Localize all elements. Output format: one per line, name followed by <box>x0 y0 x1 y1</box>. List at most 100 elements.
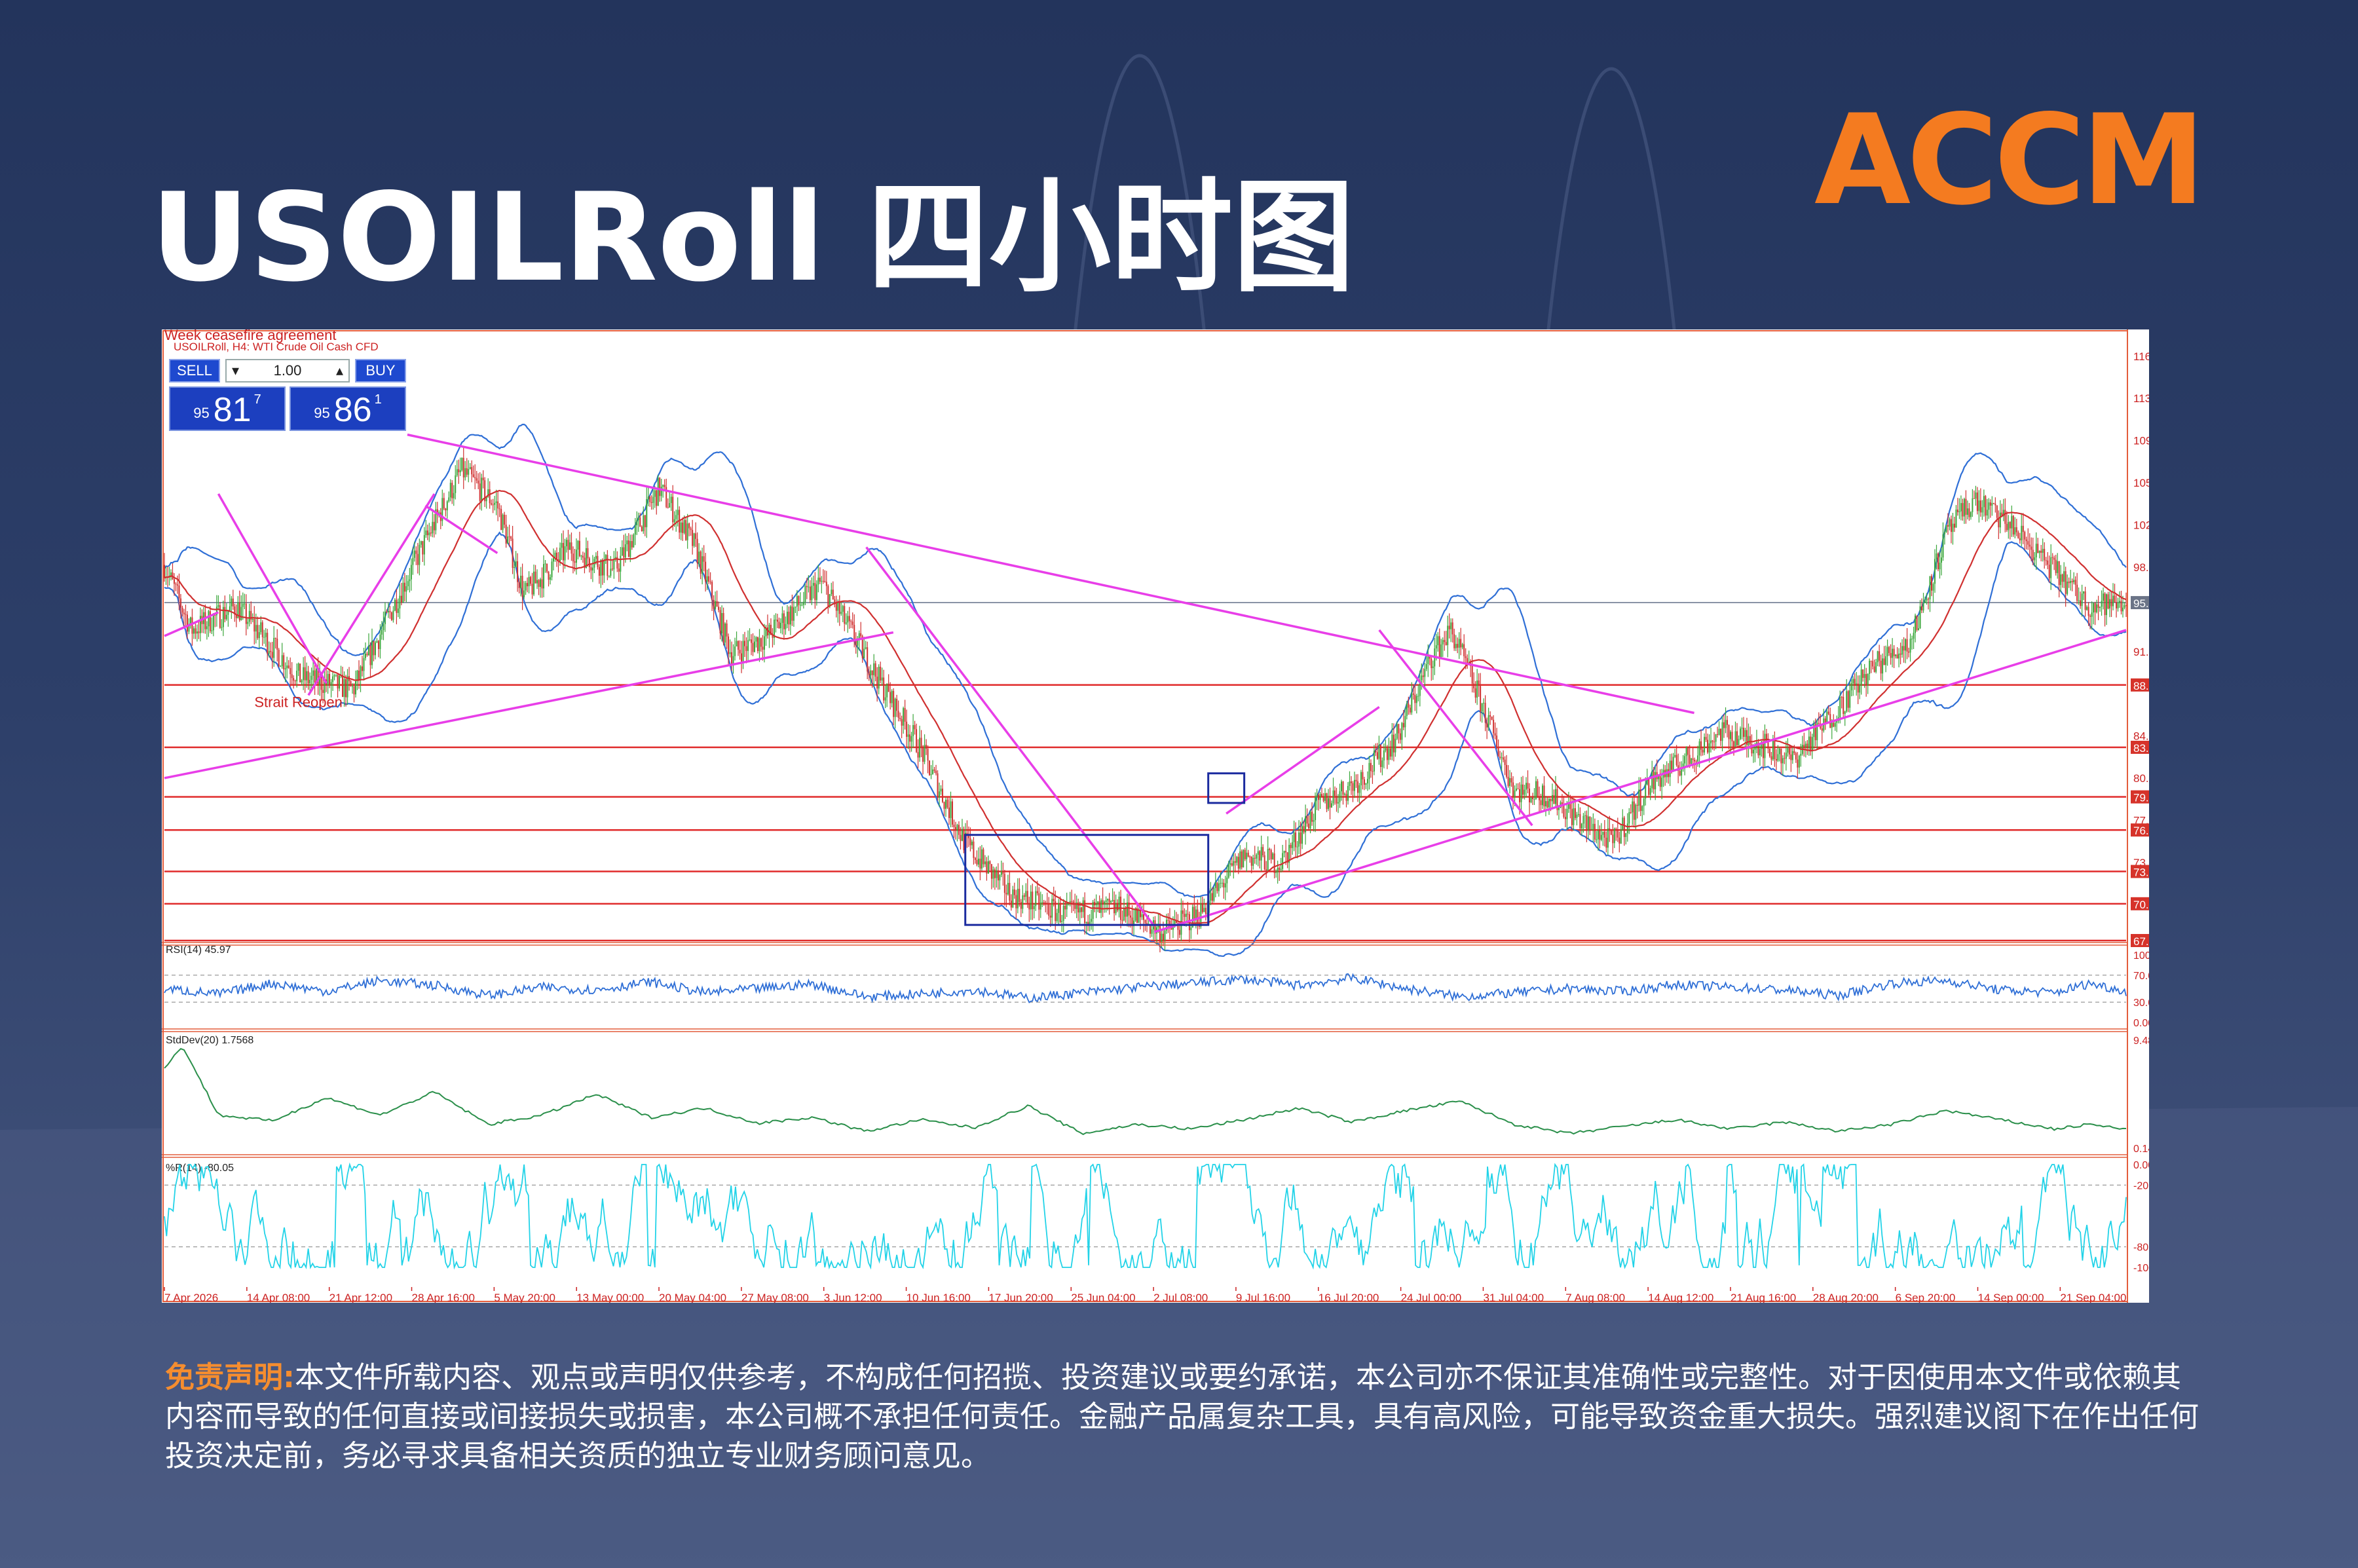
candle-body <box>410 565 412 580</box>
candle-body <box>350 681 352 686</box>
candle-body <box>1185 914 1187 917</box>
candle-body <box>244 603 246 605</box>
candle-body <box>564 546 566 561</box>
candle-body <box>1607 828 1609 848</box>
candle-body <box>1309 812 1311 829</box>
candle-body <box>695 533 697 539</box>
candle-body <box>252 618 253 620</box>
candle-body <box>1721 722 1723 741</box>
candle-body <box>374 642 376 656</box>
candle-body <box>319 675 321 686</box>
candle-body <box>2002 510 2004 517</box>
candle-body <box>1571 809 1573 825</box>
candle-body <box>1218 883 1220 891</box>
candle-body <box>1599 831 1601 840</box>
candle-body <box>950 801 952 818</box>
x-tick-label: 10 Jun 16:00 <box>907 1292 971 1303</box>
candle-body <box>487 489 489 497</box>
candle-body <box>247 622 249 624</box>
candle-body <box>812 583 814 586</box>
candle-body <box>433 521 435 531</box>
candle-body <box>937 773 939 798</box>
candle-body <box>556 552 557 559</box>
candle-body <box>1522 784 1524 795</box>
candle-body <box>926 745 927 749</box>
candle-body <box>1782 758 1784 764</box>
candle-body <box>1774 739 1776 759</box>
candle-body <box>789 606 791 625</box>
candle-body <box>1633 801 1635 820</box>
candle-body <box>1201 903 1203 912</box>
rsi-tick-label: 30.00 <box>2133 998 2149 1009</box>
candle-body <box>1252 857 1254 866</box>
candle-body <box>1216 882 1218 891</box>
volume-down-icon[interactable]: ▾ <box>232 362 240 379</box>
candle-body <box>1270 849 1272 859</box>
candle-body <box>461 458 463 470</box>
candle-body <box>2099 607 2101 608</box>
candle-body <box>1471 665 1473 684</box>
candle-body <box>1780 748 1782 764</box>
candle-body <box>1692 758 1694 760</box>
candle-body <box>881 677 883 681</box>
candle-body <box>682 522 684 533</box>
buy-price[interactable]: 95 86 1 <box>290 386 406 431</box>
candle-body <box>977 859 979 865</box>
candle-body <box>2086 607 2088 610</box>
candle-body <box>235 614 237 618</box>
candle-body <box>1658 776 1660 779</box>
candle-body <box>1952 523 1954 532</box>
sell-price-prefix: 95 <box>193 405 210 421</box>
buy-button[interactable]: BUY <box>355 359 406 383</box>
candle-body <box>1986 510 1988 516</box>
candle-body <box>1803 745 1805 747</box>
candle-body <box>814 583 816 601</box>
candle-body <box>399 595 401 609</box>
candle-body <box>650 502 652 503</box>
candle-body <box>1013 889 1015 895</box>
candle-body <box>456 469 458 476</box>
candle-body <box>211 630 213 631</box>
candle-body <box>1697 755 1699 762</box>
candle-body <box>512 538 514 569</box>
candle-body <box>1672 756 1674 770</box>
volume-up-icon[interactable]: ▴ <box>335 362 343 379</box>
sell-button[interactable]: SELL <box>169 359 220 383</box>
candle-body <box>1092 902 1094 919</box>
candle-body <box>297 663 299 671</box>
candle-body <box>466 468 468 475</box>
candle-body <box>1661 777 1663 787</box>
candle-body <box>1949 519 1951 527</box>
candle-body <box>1460 639 1462 648</box>
candle-body <box>1541 785 1543 806</box>
candle-body <box>815 584 817 601</box>
sell-price-sup: 7 <box>253 392 261 407</box>
volume-input[interactable]: ▾ 1.00 ▴ <box>225 359 350 383</box>
candle-body <box>191 617 193 634</box>
candle-body <box>525 583 527 591</box>
price-tick-label: 95.817 <box>2133 597 2149 610</box>
candle-body <box>1427 656 1429 664</box>
candle-body <box>917 752 919 758</box>
candle-body <box>489 489 491 504</box>
candle-body <box>1431 658 1432 669</box>
candle-body <box>1104 902 1106 905</box>
candle-body <box>1026 891 1028 904</box>
candle-body <box>829 594 831 607</box>
candle-body <box>845 622 847 624</box>
candle-body <box>1293 832 1295 842</box>
candle-body <box>432 521 434 534</box>
candle-body <box>423 535 425 555</box>
candle-body <box>2116 602 2118 608</box>
page-title: USOILRoll 四小时图 <box>151 166 1355 308</box>
candle-body <box>1365 783 1367 785</box>
candle-body <box>1674 755 1676 757</box>
candle-body <box>238 602 240 620</box>
candle-body <box>2011 515 2013 529</box>
wpr-tick-label: -20.00 <box>2133 1180 2149 1191</box>
sell-price[interactable]: 95 81 7 <box>169 386 286 431</box>
candle-body <box>1378 744 1380 759</box>
candle-body <box>644 515 646 527</box>
candle-body <box>1514 790 1516 798</box>
